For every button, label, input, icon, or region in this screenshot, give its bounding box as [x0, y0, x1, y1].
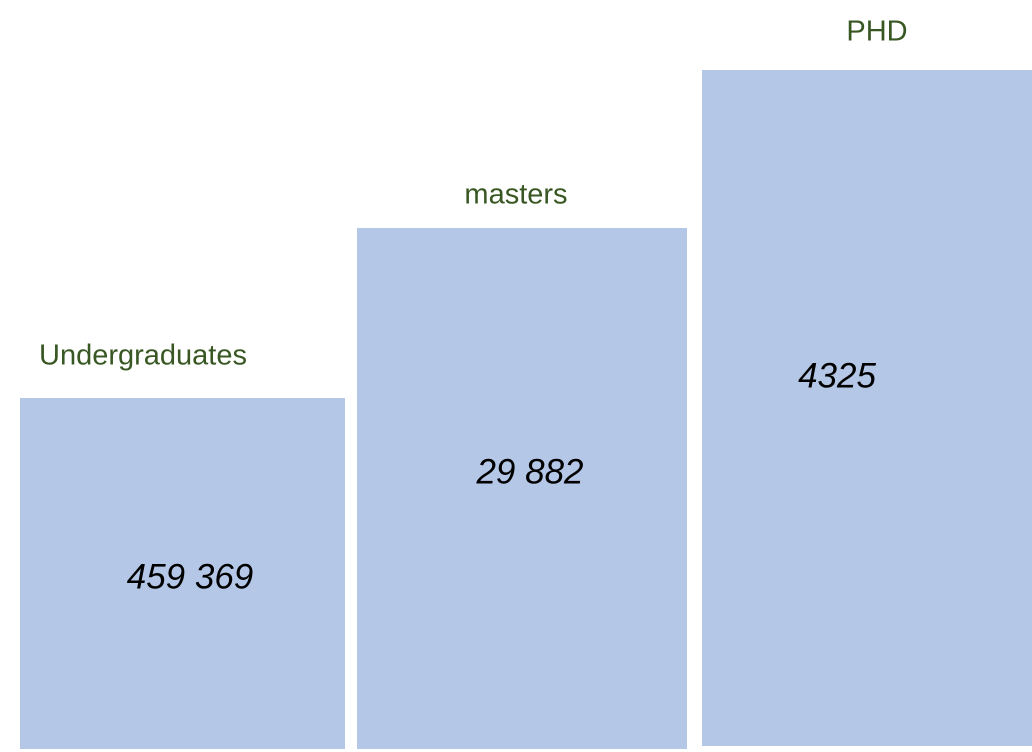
- box-number: 459 369: [127, 557, 254, 596]
- box: [20, 398, 345, 749]
- box-number: 29 882: [475, 452, 583, 491]
- box-label: masters: [464, 179, 567, 211]
- box-label: PHD: [846, 16, 907, 48]
- box-number: 4325: [798, 356, 876, 395]
- box-label: Undergraduates: [39, 340, 247, 372]
- box: [702, 70, 1032, 746]
- box: [357, 228, 687, 749]
